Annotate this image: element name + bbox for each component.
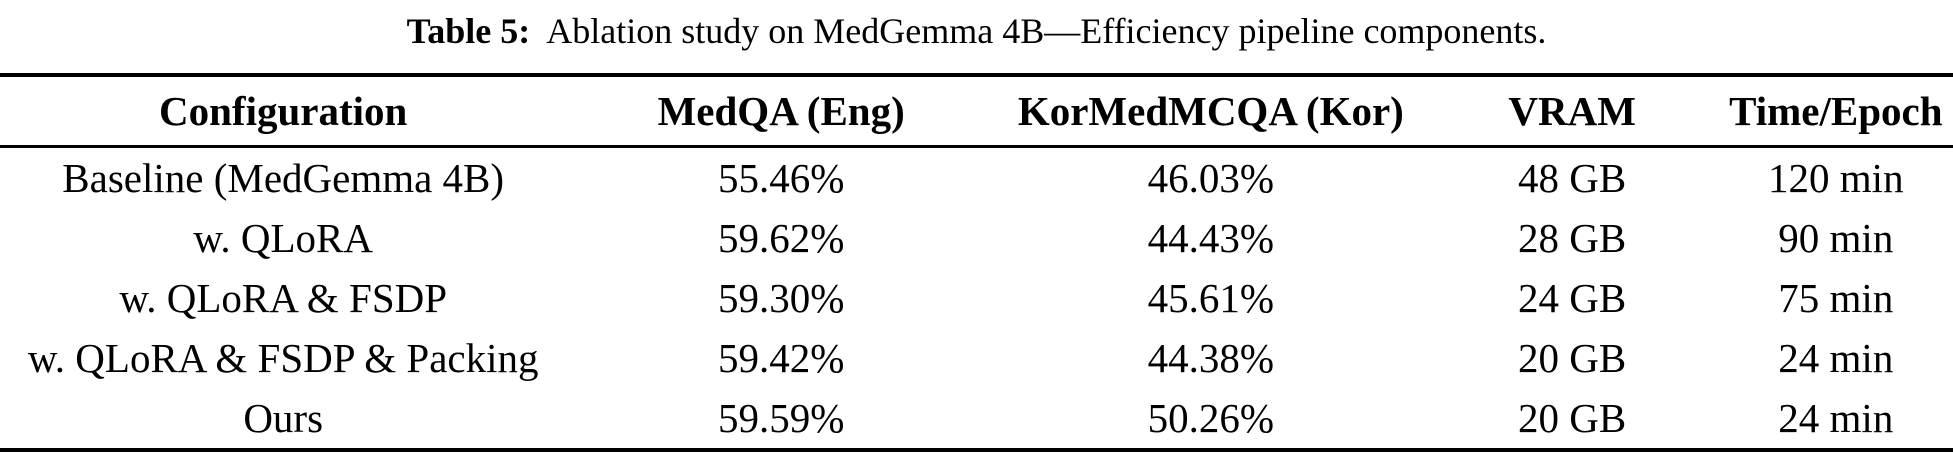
- table-row-qlora: w. QLoRA 59.62% 44.43% 28 GB 90 min: [0, 208, 1953, 268]
- cell-time-epoch: 90 min: [1778, 214, 1894, 261]
- cell-vram: 48 GB: [1518, 154, 1627, 201]
- cell-medqa-eng: 59.42%: [717, 334, 845, 381]
- column-header-time-epoch: Time/Epoch: [1718, 74, 1953, 148]
- ablation-table: Configuration MedQA (Eng) KorMedMCQA (Ko…: [0, 72, 1953, 452]
- cell-time-epoch: 24 min: [1778, 334, 1894, 381]
- cell-kormedmcqa-kor: 44.38%: [1147, 334, 1275, 381]
- cell-time-epoch: 24 min: [1778, 394, 1894, 441]
- column-header-medqa-eng: MedQA (Eng): [566, 74, 997, 148]
- cell-medqa-eng: 59.59%: [717, 394, 845, 441]
- column-header-configuration: Configuration: [0, 74, 567, 148]
- table-header-row: Configuration MedQA (Eng) KorMedMCQA (Ko…: [0, 74, 1953, 148]
- cell-configuration: w. QLoRA & FSDP & Packing: [27, 334, 539, 381]
- table-row-qlora-fsdp-packing: w. QLoRA & FSDP & Packing 59.42% 44.38% …: [0, 328, 1953, 388]
- cell-kormedmcqa-kor: 46.03%: [1147, 154, 1275, 201]
- cell-time-epoch: 120 min: [1768, 154, 1904, 201]
- table-caption-text: Ablation study on MedGemma 4B—Efficiency…: [546, 11, 1547, 51]
- cell-time-epoch: 75 min: [1778, 274, 1894, 321]
- cell-configuration: w. QLoRA & FSDP: [119, 274, 448, 321]
- table-row-ours: Ours 59.59% 50.26% 20 GB 24 min: [0, 388, 1953, 450]
- cell-configuration: Baseline (MedGemma 4B): [62, 154, 505, 201]
- cell-vram: 28 GB: [1518, 214, 1627, 261]
- cell-medqa-eng: 55.46%: [717, 154, 845, 201]
- cell-medqa-eng: 59.62%: [717, 214, 845, 261]
- table-row-baseline: Baseline (MedGemma 4B) 55.46% 46.03% 48 …: [0, 146, 1953, 208]
- cell-configuration: w. QLoRA: [193, 214, 373, 261]
- table-caption-label: Table 5:: [406, 11, 531, 51]
- cell-configuration: Ours: [243, 394, 324, 441]
- column-header-vram: VRAM: [1425, 74, 1719, 148]
- cell-vram: 20 GB: [1518, 394, 1627, 441]
- table-caption: Table 5: Ablation study on MedGemma 4B—Ef…: [0, 0, 1953, 56]
- cell-vram: 20 GB: [1518, 334, 1627, 381]
- cell-kormedmcqa-kor: 44.43%: [1147, 214, 1275, 261]
- cell-medqa-eng: 59.30%: [717, 274, 845, 321]
- cell-kormedmcqa-kor: 50.26%: [1147, 394, 1275, 441]
- table-row-qlora-fsdp: w. QLoRA & FSDP 59.30% 45.61% 24 GB 75 m…: [0, 268, 1953, 328]
- column-header-kormedmcqa-kor: KorMedMCQA (Kor): [996, 74, 1426, 148]
- cell-vram: 24 GB: [1518, 274, 1627, 321]
- cell-kormedmcqa-kor: 45.61%: [1147, 274, 1275, 321]
